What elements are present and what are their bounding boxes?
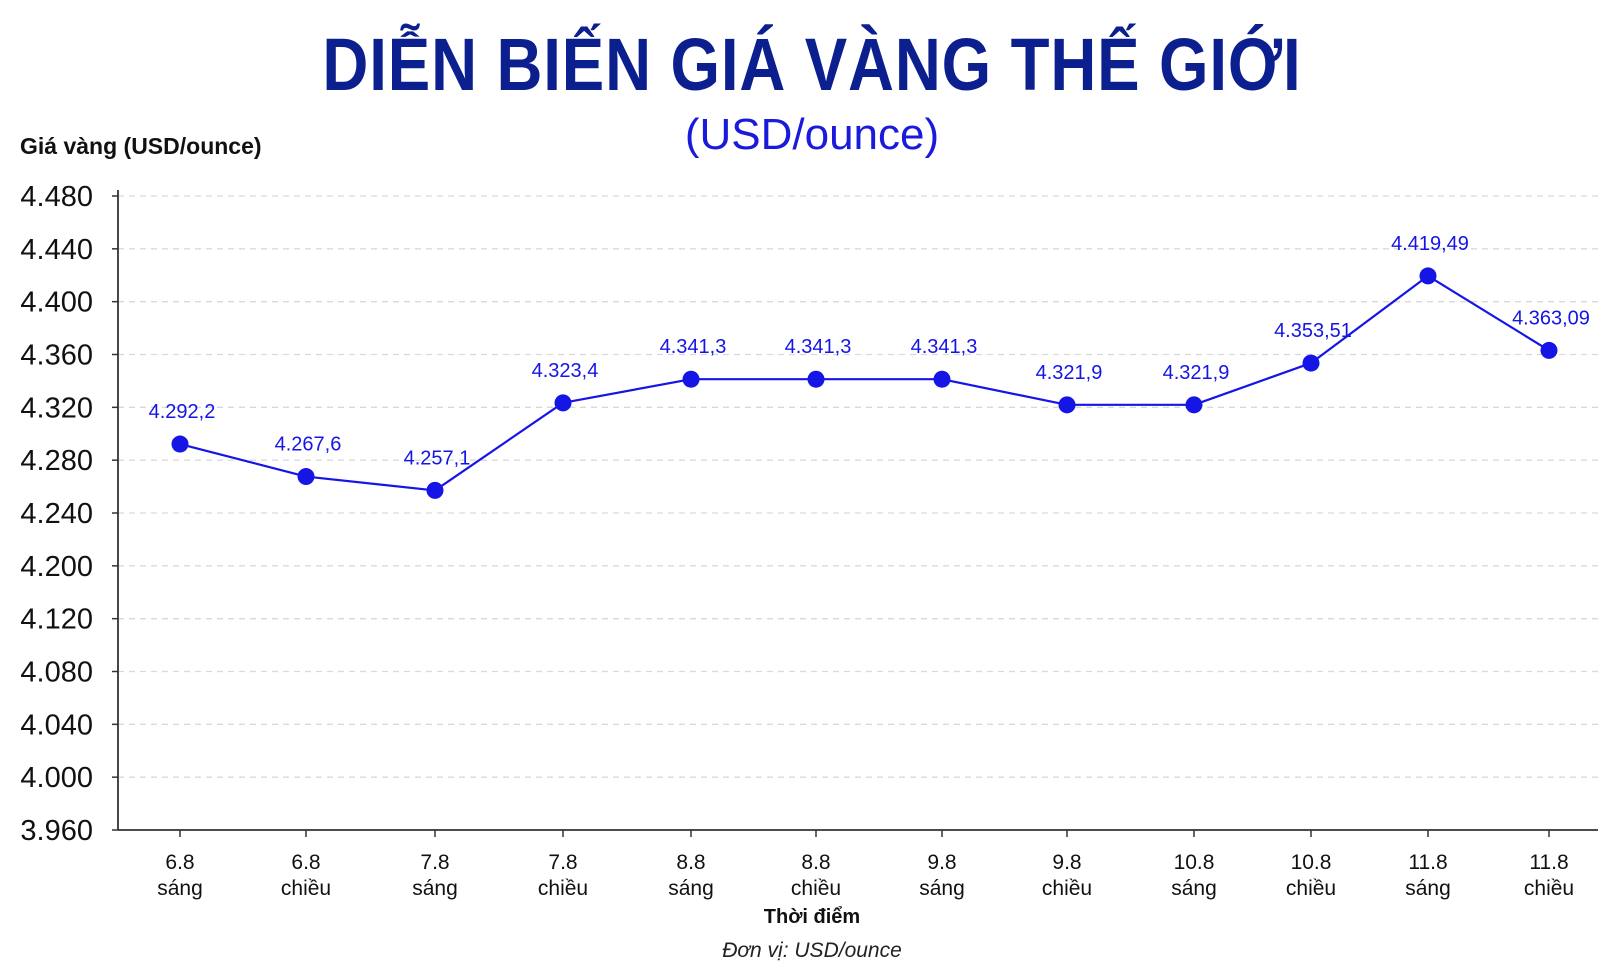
y-tick-label: 4.240: [20, 498, 93, 530]
y-tick-label: 4.040: [20, 709, 93, 741]
y-tick-label: 4.400: [20, 287, 93, 319]
series-line: [179, 274, 1550, 492]
x-tick-labels: 6.8 sáng 6.8 chiều 7.8 sáng 7.8 chiều 8.8 sáng 8.8…: [157, 851, 1574, 900]
x-tick-label: 6.8 chiều: [281, 851, 331, 900]
y-tick-label: 4.080: [20, 657, 93, 689]
x-tick-label: 10.8 sáng: [1171, 851, 1217, 900]
y-tick-label: 4.440: [20, 234, 93, 266]
y-tick-labels: 4.480 4.440 4.400 4.360 4.320 4.280 4.240 4.200…: [20, 181, 93, 847]
data-label: 4.321,9: [1036, 362, 1103, 384]
data-label: 4.341,3: [911, 336, 978, 358]
x-tick-label: 8.8 sáng: [668, 851, 714, 900]
data-labels: 4.292,2 4.267,6 4.257,1 4.323,4 4.341,3 4.341…: [149, 233, 1590, 469]
x-axis-title: Thời điểm: [763, 906, 861, 928]
y-tick-label: 4.360: [20, 340, 93, 372]
x-tick-label: 10.8 chiều: [1286, 851, 1336, 900]
y-tick-label: 4.320: [20, 392, 93, 424]
chart-title: DIỄN BIẾN GIÁ VÀNG THẾ GIỚI: [322, 23, 1302, 106]
x-tick-label: 9.8 sáng: [919, 851, 965, 900]
y-tick-label: 4.200: [20, 551, 93, 583]
y-tick-label: 4.480: [20, 181, 93, 213]
data-label: 4.341,3: [660, 336, 727, 358]
x-tick-label: 6.8 sáng: [157, 851, 203, 900]
data-label: 4.267,6: [275, 434, 342, 456]
data-point: [1540, 341, 1558, 359]
data-points: [171, 267, 1558, 499]
data-point: [933, 370, 951, 388]
chart-subtitle: (USD/ounce): [684, 110, 940, 159]
data-point: [297, 468, 315, 486]
data-point: [554, 394, 572, 412]
data-label: 4.341,3: [785, 336, 852, 358]
y-tick-label: 4.280: [20, 445, 93, 477]
data-label: 4.419,49: [1391, 233, 1469, 255]
data-label: 4.292,2: [149, 401, 216, 423]
x-tick-label: 8.8 chiều: [791, 851, 841, 900]
x-tick-label: 11.8 chiều: [1524, 851, 1574, 900]
x-tick-label: 7.8 chiều: [538, 851, 588, 900]
data-label: 4.363,09: [1512, 307, 1590, 329]
data-label: 4.257,1: [404, 447, 471, 469]
x-tick-label: 9.8 chiều: [1042, 851, 1092, 900]
data-label: 4.353,51: [1274, 320, 1352, 342]
x-tick-label: 11.8 sáng: [1405, 851, 1451, 900]
series-polyline: [179, 274, 1550, 492]
grid-lines: [118, 195, 1598, 778]
y-axis-title: Giá vàng (USD/ounce): [20, 133, 262, 159]
data-point: [1058, 396, 1076, 414]
x-tick-label: 7.8 sáng: [412, 851, 458, 900]
axes: [112, 190, 1598, 837]
unit-note: Đơn vị: USD/ounce: [722, 939, 902, 962]
data-point: [171, 435, 189, 453]
data-label: 4.321,9: [1163, 362, 1230, 384]
y-tick-label: 4.000: [20, 762, 93, 794]
data-point: [426, 481, 444, 499]
data-point: [682, 370, 700, 388]
y-tick-label: 4.120: [20, 604, 93, 636]
data-point: [1185, 396, 1203, 414]
data-point: [1302, 354, 1320, 372]
data-point: [807, 370, 825, 388]
data-label: 4.323,4: [532, 360, 599, 382]
data-point: [1419, 267, 1437, 285]
y-tick-label: 3.960: [20, 815, 93, 847]
